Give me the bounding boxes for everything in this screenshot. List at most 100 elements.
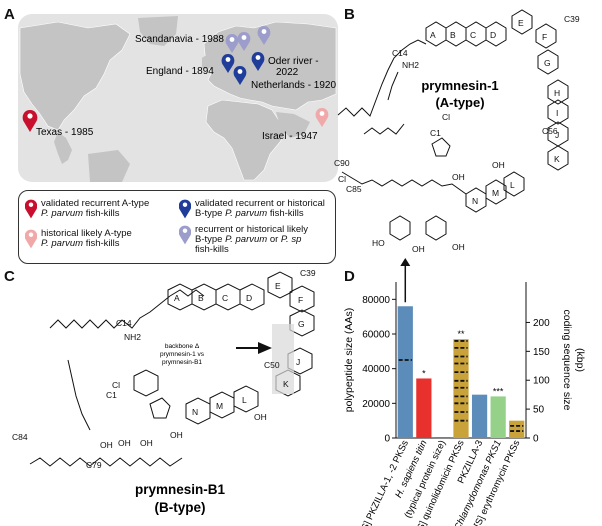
north-america-shape <box>19 21 131 131</box>
y2-tick-label: 50 <box>533 405 545 416</box>
backbone-annotation-1: backbone Δ <box>165 343 200 350</box>
legend-species: P. parvum <box>225 208 268 219</box>
svg-text:C14: C14 <box>392 48 408 58</box>
legend-item-validated-a-line1: validated recurrent A-type <box>41 198 150 209</box>
svg-text:F: F <box>298 295 303 305</box>
svg-text:J: J <box>296 357 300 367</box>
svg-text:A: A <box>430 30 436 40</box>
svg-text:OH: OH <box>170 430 183 440</box>
legend-species: P. parvum <box>41 238 84 249</box>
pin-scandanavia-3[interactable] <box>257 26 271 45</box>
y-tick-label: 80000 <box>362 295 390 306</box>
bar <box>416 378 432 438</box>
pin-oder-river[interactable] <box>251 52 265 71</box>
svg-text:OH: OH <box>452 242 465 252</box>
svg-text:HO: HO <box>372 238 385 248</box>
svg-text:NH2: NH2 <box>124 332 141 342</box>
svg-text:Cl: Cl <box>442 112 450 122</box>
panel-a-label: A <box>4 6 15 23</box>
svg-text:C79: C79 <box>86 460 102 470</box>
arabia-shape <box>276 112 310 138</box>
legend-item-validated-b-line1: validated recurrent or historical <box>195 198 325 209</box>
pink-pin-icon <box>25 229 37 249</box>
svg-text:C1: C1 <box>106 390 117 400</box>
panel-c-label: C <box>4 268 15 285</box>
y-tick-label: 60000 <box>362 330 390 341</box>
pin-netherlands[interactable] <box>233 66 247 85</box>
pin-scandanavia-2[interactable] <box>237 32 251 51</box>
prymnesin-b1-type: (B-type) <box>155 500 206 515</box>
pin-texas[interactable] <box>22 110 38 132</box>
svg-text:C56: C56 <box>542 126 558 136</box>
svg-text:J: J <box>555 130 559 140</box>
panel-d-label: D <box>344 268 355 285</box>
backbone-delta-highlight <box>272 324 294 394</box>
svg-text:A: A <box>174 293 180 303</box>
svg-text:F: F <box>542 32 547 42</box>
prymnesin-b1-name: prymnesin-B1 <box>135 482 226 497</box>
svg-text:I: I <box>556 108 558 118</box>
size-bar-chart: 0 20000 40000 60000 80000 0 50 100 150 200 polypep… <box>343 258 586 526</box>
pin-scandanavia-1[interactable] <box>225 34 239 53</box>
y-tick-label: 20000 <box>362 399 390 410</box>
y2-tick-label: 150 <box>533 347 550 358</box>
legend-prefix: B-type <box>195 234 226 245</box>
svg-text:K: K <box>283 379 289 389</box>
prymnesin-1-name: prymnesin-1 <box>421 78 498 93</box>
central-america-shape <box>54 132 72 164</box>
y2-axis-label: (kbp) <box>574 348 586 372</box>
pin-england[interactable] <box>221 54 235 73</box>
bar-annotation: * <box>422 368 426 378</box>
y2-tick-label: 200 <box>533 318 550 329</box>
label-texas: Texas - 1985 <box>36 127 94 138</box>
prymnesin-1-type: (A-type) <box>435 95 484 110</box>
africa-shape <box>205 99 289 181</box>
y2-axis-label: coding sequence size <box>561 310 573 411</box>
backbone-annotation-2: prymnesin-1 vs <box>160 351 205 358</box>
svg-text:M: M <box>216 401 223 411</box>
svg-text:OH: OH <box>100 440 113 450</box>
label-scandanavia: Scandanavia - 1988 <box>135 34 224 45</box>
backbone-annotation-3: prymnesin-B1 <box>162 359 202 366</box>
svg-text:C: C <box>470 30 476 40</box>
label-netherlands: Netherlands - 1920 <box>251 80 336 91</box>
blue-pin-icon <box>179 199 191 219</box>
svg-text:NH2: NH2 <box>402 60 419 70</box>
fish-kill-world-map: Scandanavia - 1988 England - 1894 Oder r… <box>18 14 338 182</box>
legend-suffix: fish-kills <box>83 238 120 249</box>
south-america-shape <box>88 150 130 182</box>
legend-item-historical-a: historical likely A-type P. parvum fish-k… <box>25 229 132 249</box>
svg-text:C90: C90 <box>334 158 350 168</box>
legend-or: or <box>267 234 281 245</box>
svg-text:D: D <box>246 293 252 303</box>
label-england: England - 1894 <box>146 66 214 77</box>
legend-item-historical-a-line1: historical likely A-type <box>41 228 132 239</box>
bar <box>490 396 506 438</box>
svg-text:Cl: Cl <box>338 174 346 184</box>
up-arrow-icon <box>400 258 411 266</box>
svg-text:E: E <box>518 18 524 28</box>
svg-text:C1: C1 <box>430 128 441 138</box>
legend-prefix: B-type <box>195 208 226 219</box>
svg-text:OH: OH <box>140 438 153 448</box>
label-oder-river-1: Oder river - <box>268 56 319 67</box>
svg-text:Cl: Cl <box>112 380 120 390</box>
y-tick-label: 0 <box>384 434 390 445</box>
svg-text:C39: C39 <box>300 268 316 278</box>
panel-b-label: B <box>344 6 355 23</box>
y2-tick-label: 100 <box>533 376 550 387</box>
legend-item-validated-b: validated recurrent or historical B-type … <box>179 199 325 219</box>
svg-text:G: G <box>544 58 551 68</box>
legend-species-sp: P. sp <box>280 234 302 245</box>
legend-species: P. parvum <box>225 234 268 245</box>
svg-text:M: M <box>492 188 499 198</box>
red-pin-icon <box>25 199 37 219</box>
bar-annotation: ** <box>457 329 465 339</box>
bar-annotation: *** <box>493 386 504 396</box>
legend-item-historical-b: recurrent or historical likely B-type P. … <box>179 225 308 255</box>
bar <box>397 306 413 438</box>
svg-text:OH: OH <box>452 172 465 182</box>
map-legend: validated recurrent A-type P. parvum fish… <box>18 190 336 264</box>
pin-israel[interactable] <box>315 108 329 127</box>
